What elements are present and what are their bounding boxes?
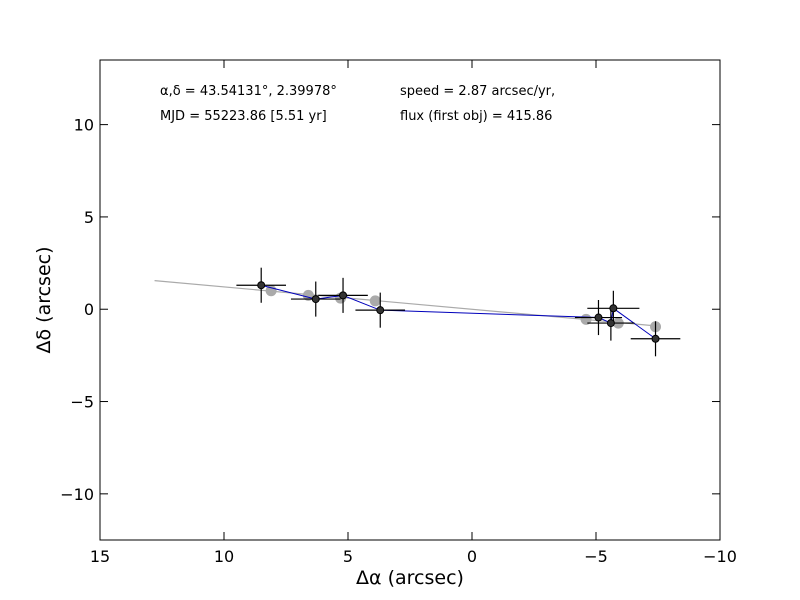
fit-line (154, 280, 656, 327)
x-tick-label: 10 (214, 547, 234, 566)
x-tick-label: 15 (90, 547, 110, 566)
observed-point (651, 334, 660, 343)
x-tick-label: 0 (467, 547, 477, 566)
y-tick-label: 0 (84, 300, 94, 319)
annotation-mjd: MJD = 55223.86 [5.51 yr] (160, 109, 327, 124)
observed-point (594, 313, 603, 322)
annotation-speed: speed = 2.87 arcsec/yr, (400, 84, 555, 99)
axis-ticks: 15 10 5 0 −5 −10 10 5 0 −5 −10 (60, 60, 737, 566)
plot-content (154, 267, 681, 357)
observed-point (376, 306, 385, 315)
annotation-coords: α,δ = 43.54131°, 2.39978° (160, 84, 337, 99)
plot-frame (99, 59, 721, 541)
model-point (369, 295, 381, 307)
x-tick-label: −5 (584, 547, 608, 566)
x-tick-label: 5 (343, 547, 353, 566)
observed-point (609, 304, 618, 313)
x-tick-label: −10 (703, 547, 737, 566)
observed-point (257, 281, 266, 290)
annotation-flux: flux (first obj) = 415.86 (400, 109, 552, 124)
observed-point (311, 295, 320, 304)
observed-point (339, 291, 348, 300)
y-tick-label: 10 (74, 116, 94, 135)
observed-point (606, 319, 615, 328)
y-tick-label: −5 (70, 393, 94, 412)
y-tick-label: −10 (60, 485, 94, 504)
y-axis-label: Δδ (arcsec) (33, 246, 55, 353)
x-axis-label: Δα (arcsec) (356, 567, 464, 589)
y-tick-label: 5 (84, 208, 94, 227)
